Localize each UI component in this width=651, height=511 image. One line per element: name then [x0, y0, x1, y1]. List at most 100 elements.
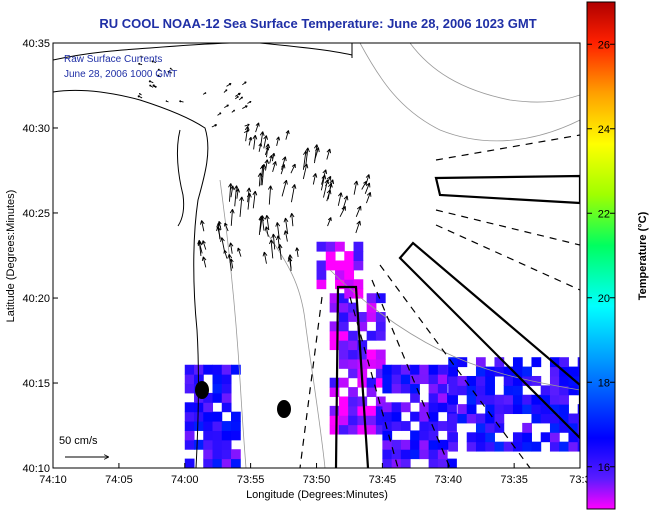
current-vector [228, 242, 234, 254]
sst-cell [512, 404, 523, 415]
current-vector [255, 122, 260, 133]
current-vector [320, 174, 327, 191]
sst-cell [231, 430, 241, 441]
sst-cell [382, 449, 393, 460]
sst-cell [212, 439, 223, 450]
sst-cell [338, 424, 349, 435]
sst-cell [419, 430, 430, 441]
sst-cell [577, 366, 580, 377]
current-vector [157, 68, 162, 72]
sst-cell [559, 422, 569, 433]
sst-cell [366, 387, 377, 397]
sst-cell [448, 375, 458, 386]
sst-cell [344, 279, 355, 290]
sst-cell [457, 357, 468, 368]
sst-cell [559, 385, 569, 396]
current-vector [264, 226, 270, 237]
sst-cell [522, 422, 532, 433]
sst-cell [437, 402, 448, 413]
sst-cell [531, 441, 542, 452]
sst-cell [344, 269, 355, 280]
colorbar: 16 18 20 22 24 26 Temperature (°C) [586, 1, 649, 510]
sst-cell [522, 375, 532, 386]
sst-cell [391, 364, 402, 375]
sst-cell [568, 413, 579, 424]
radial-dashed-6 [435, 209, 580, 246]
sst-cell [366, 302, 377, 313]
current-vector [267, 185, 273, 205]
sst-cell [357, 358, 368, 369]
coastline-long-island [259, 43, 353, 56]
x-tick-label: 73:35 [500, 474, 528, 486]
current-vector [262, 251, 268, 264]
sst-cell [382, 439, 393, 450]
x-tick-label: 73:40 [434, 474, 462, 486]
sst-cell [375, 321, 386, 332]
sst-cell [466, 385, 477, 396]
current-vector [276, 136, 281, 146]
transect-box-3 [434, 174, 580, 205]
sst-cell [194, 411, 204, 422]
current-vector [339, 205, 346, 218]
sst-cell [400, 364, 411, 375]
sst-cell [494, 441, 505, 452]
sst-cell [382, 402, 393, 413]
sst-cell [391, 411, 402, 422]
sst-cell [353, 279, 364, 290]
sst-cell [448, 357, 458, 368]
sst-cell [382, 411, 393, 422]
sst-cell [466, 413, 477, 424]
sst-cell [475, 441, 486, 452]
sst-cell [329, 377, 340, 388]
current-vector [140, 55, 144, 58]
sst-cell [437, 364, 448, 375]
sst-cell [437, 374, 448, 385]
sst-cell [410, 411, 420, 422]
sst-cell [212, 411, 223, 422]
sst-cell [503, 441, 514, 452]
sst-cell [338, 330, 349, 341]
x-tick-label: 74:00 [171, 474, 199, 486]
sst-cell [375, 377, 386, 388]
sst-cell [221, 383, 232, 394]
sst-cell [494, 413, 505, 424]
sst-cell [512, 385, 523, 396]
current-vector [217, 112, 222, 116]
sst-cell [512, 441, 523, 452]
current-vector [314, 147, 320, 161]
sst-cell [184, 458, 195, 468]
sst-field [184, 241, 580, 468]
sst-cell [400, 439, 411, 450]
sst-cell [485, 366, 495, 377]
sst-cell [348, 368, 358, 379]
sst-cell [325, 241, 336, 252]
sst-cell [184, 411, 195, 422]
current-vector [220, 237, 225, 251]
current-vector [264, 146, 270, 156]
sst-cell [203, 364, 214, 375]
sst-cell [475, 413, 486, 424]
sst-cell [203, 421, 214, 431]
sst-cell [357, 349, 368, 360]
current-vector [229, 258, 234, 269]
sst-cell [212, 392, 223, 403]
sst-cell [221, 402, 232, 413]
sst-cell [568, 441, 579, 452]
current-vector [153, 85, 157, 89]
sst-cell [522, 441, 532, 452]
sst-cell [559, 375, 569, 386]
sst-cell [329, 405, 340, 416]
current-vector [272, 161, 277, 173]
current-vector [228, 183, 233, 202]
sst-cell [448, 385, 458, 396]
current-vector [151, 60, 157, 64]
isobath-2 [409, 43, 580, 103]
sst-cell [316, 269, 327, 280]
current-vectors [137, 55, 372, 271]
current-vector [148, 80, 154, 84]
sst-cell [348, 358, 358, 369]
sst-cell [485, 375, 495, 386]
sst-cell [344, 251, 355, 261]
sst-cell [559, 394, 569, 405]
